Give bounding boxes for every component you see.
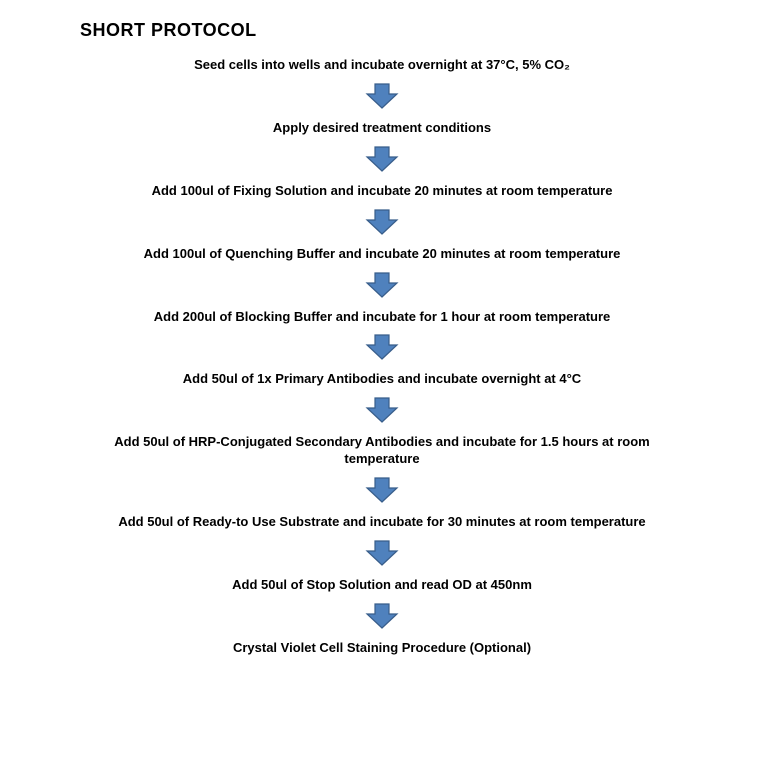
- protocol-title: SHORT PROTOCOL: [80, 20, 724, 41]
- down-arrow-icon: [364, 145, 400, 173]
- step-text: Add 50ul of HRP-Conjugated Secondary Ant…: [62, 434, 702, 468]
- down-arrow-icon: [364, 396, 400, 424]
- step-text: Add 50ul of 1x Primary Antibodies and in…: [163, 371, 601, 388]
- down-arrow-icon: [364, 539, 400, 567]
- step-text: Apply desired treatment conditions: [253, 120, 511, 137]
- down-arrow-icon: [364, 333, 400, 361]
- step-text: Add 50ul of Ready-to Use Substrate and i…: [98, 514, 665, 531]
- step-text: Add 100ul of Quenching Buffer and incuba…: [124, 246, 641, 263]
- step-text: Add 100ul of Fixing Solution and incubat…: [132, 183, 633, 200]
- step-text: Seed cells into wells and incubate overn…: [174, 57, 590, 74]
- down-arrow-icon: [364, 476, 400, 504]
- flowchart-container: Seed cells into wells and incubate overn…: [40, 57, 724, 657]
- down-arrow-icon: [364, 82, 400, 110]
- down-arrow-icon: [364, 602, 400, 630]
- step-text: Add 50ul of Stop Solution and read OD at…: [212, 577, 552, 594]
- down-arrow-icon: [364, 208, 400, 236]
- down-arrow-icon: [364, 271, 400, 299]
- step-text: Crystal Violet Cell Staining Procedure (…: [213, 640, 551, 657]
- step-text: Add 200ul of Blocking Buffer and incubat…: [134, 309, 631, 326]
